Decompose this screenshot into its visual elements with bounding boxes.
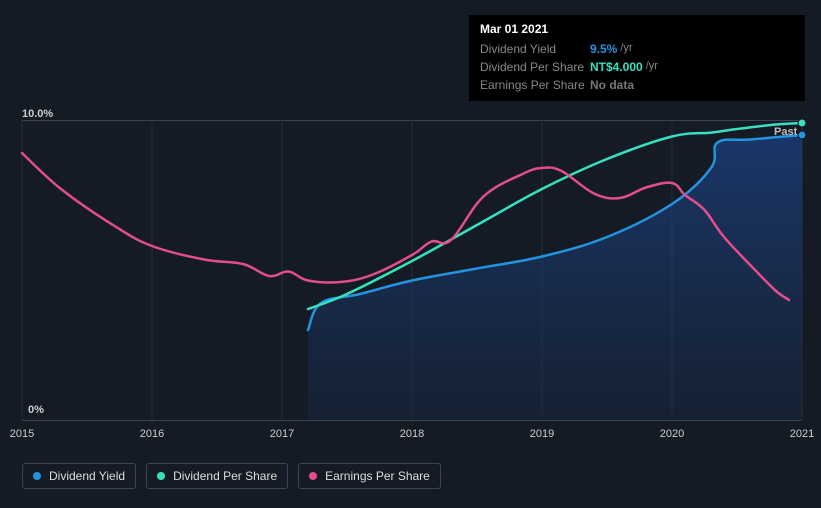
tooltip-row-value: NT$4.000 bbox=[590, 58, 643, 76]
legend-item-dividend-per-share[interactable]: Dividend Per Share bbox=[146, 463, 288, 489]
x-axis-tick-label: 2018 bbox=[400, 428, 424, 440]
legend-item-dividend-yield[interactable]: Dividend Yield bbox=[22, 463, 136, 489]
x-axis-tick-label: 2017 bbox=[270, 428, 294, 440]
tooltip-row-value: No data bbox=[590, 76, 634, 94]
x-axis-tick-label: 2015 bbox=[10, 428, 34, 440]
legend-dot-icon bbox=[309, 472, 317, 480]
x-axis-tick-label: 2021 bbox=[790, 428, 814, 440]
legend-dot-icon bbox=[157, 472, 165, 480]
x-axis-tick-label: 2020 bbox=[660, 428, 684, 440]
legend-dot-icon bbox=[33, 472, 41, 480]
x-axis-tick-label: 2016 bbox=[140, 428, 164, 440]
chart-svg bbox=[22, 120, 802, 420]
tooltip-row-value: 9.5% bbox=[590, 40, 617, 58]
y-axis-label-top: 10.0% bbox=[22, 108, 53, 120]
tooltip-row-unit: /yr bbox=[620, 40, 632, 58]
legend-item-earnings-per-share[interactable]: Earnings Per Share bbox=[298, 463, 441, 489]
past-marker: Past bbox=[774, 126, 797, 138]
tooltip-row-label: Earnings Per Share bbox=[480, 76, 590, 94]
legend-label: Earnings Per Share bbox=[325, 469, 430, 483]
tooltip-row-label: Dividend Yield bbox=[480, 40, 590, 58]
legend: Dividend Yield Dividend Per Share Earnings… bbox=[22, 463, 441, 489]
x-axis-labels: 2015201620172018201920202021 bbox=[22, 428, 802, 444]
tooltip-row: Dividend Per ShareNT$4.000/yr bbox=[480, 58, 794, 76]
tooltip-row-label: Dividend Per Share bbox=[480, 58, 590, 76]
x-axis-tick-label: 2019 bbox=[530, 428, 554, 440]
tooltip-row-unit: /yr bbox=[646, 58, 658, 76]
legend-label: Dividend Per Share bbox=[173, 469, 277, 483]
legend-label: Dividend Yield bbox=[49, 469, 125, 483]
chart-tooltip: Mar 01 2021 Dividend Yield9.5%/yrDividen… bbox=[469, 15, 805, 101]
tooltip-row: Earnings Per ShareNo data bbox=[480, 76, 794, 94]
tooltip-row: Dividend Yield9.5%/yr bbox=[480, 40, 794, 58]
chart-area[interactable]: 10.0% 0% Past bbox=[22, 112, 802, 422]
series-end-dot-dividend_per_share bbox=[798, 119, 806, 127]
gridline-bottom bbox=[22, 420, 802, 421]
tooltip-date: Mar 01 2021 bbox=[480, 22, 794, 36]
series-end-dot-dividend_yield bbox=[798, 131, 806, 139]
